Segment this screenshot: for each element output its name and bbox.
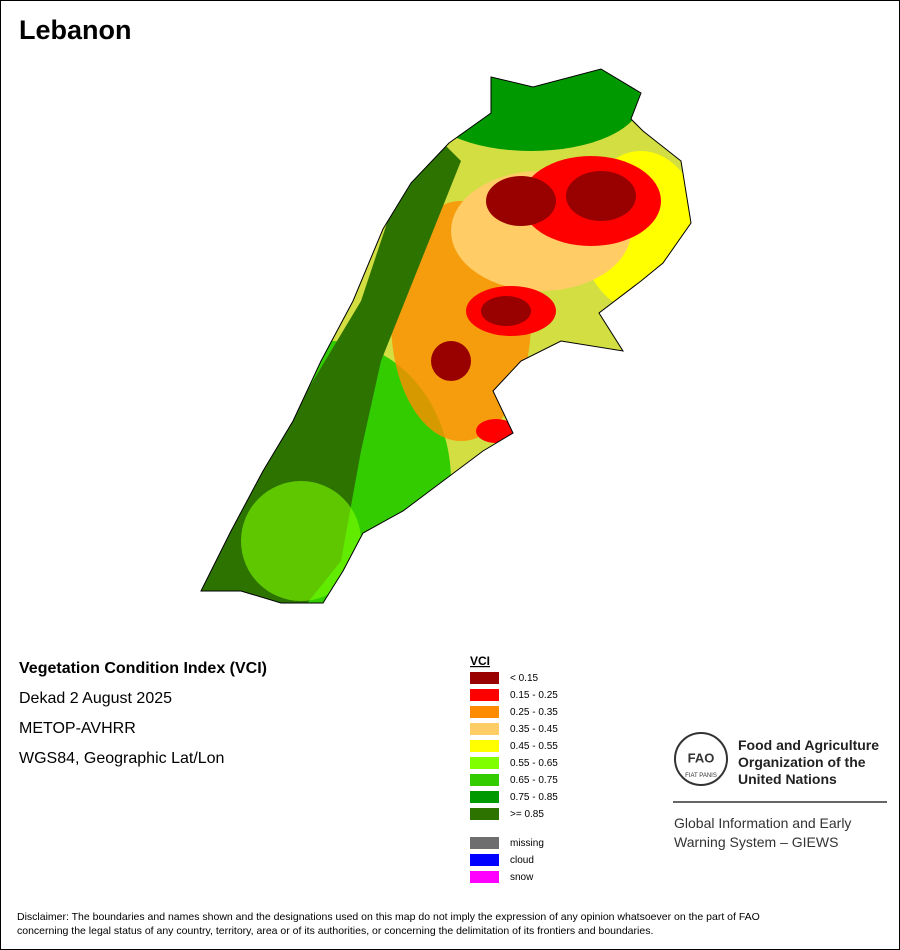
info-line: METOP-AVHRR (19, 720, 136, 737)
info-line: Vegetation Condition Index (VCI) (19, 660, 267, 677)
legend-label: cloud (510, 855, 534, 866)
legend-label: 0.35 - 0.45 (510, 724, 558, 735)
legend-swatch (470, 871, 499, 883)
disclaimer: concerning the legal status of any count… (17, 925, 653, 937)
legend-swatch (470, 808, 499, 820)
logo-motto: FIAT PANIS (685, 773, 717, 779)
legend-swatch (470, 757, 499, 769)
legend-swatch (470, 837, 499, 849)
legend-swatch (470, 854, 499, 866)
legend-title: VCI (470, 654, 490, 668)
legend-label: 0.25 - 0.35 (510, 707, 558, 718)
legend-swatch (470, 672, 499, 684)
legend-label: < 0.15 (510, 673, 539, 684)
system-name: Global Information and Early (674, 815, 851, 831)
legend-label: 0.15 - 0.25 (510, 690, 558, 701)
legend-swatch (470, 723, 499, 735)
country-border (200, 68, 692, 604)
legend-swatch (470, 689, 499, 701)
fao-logo: FAO FIAT PANIS Food and Agriculture Orga… (673, 732, 887, 850)
legend-swatch (470, 740, 499, 752)
info-line: WGS84, Geographic Lat/Lon (19, 750, 224, 767)
legend-swatch (470, 791, 499, 803)
org-name: Organization of the (738, 754, 866, 770)
disclaimer: Disclaimer: The boundaries and names sho… (17, 911, 760, 923)
system-name: Warning System – GIEWS (674, 834, 838, 850)
logo-letters: FAO (688, 750, 715, 765)
legend-label: 0.55 - 0.65 (510, 758, 558, 769)
legend-label: 0.75 - 0.85 (510, 792, 558, 803)
legend-label: 0.65 - 0.75 (510, 775, 558, 786)
legend-label: >= 0.85 (510, 809, 544, 820)
vci-raster (201, 69, 691, 603)
legend-swatch (470, 774, 499, 786)
map-title: Lebanon (19, 15, 132, 45)
legend: < 0.15 0.15 - 0.25 0.25 - 0.35 0.35 - 0.45 0… (470, 672, 558, 883)
legend-label: 0.45 - 0.55 (510, 741, 558, 752)
legend-label: missing (510, 838, 544, 849)
org-name: United Nations (738, 771, 837, 787)
legend-swatch (470, 706, 499, 718)
legend-label: snow (510, 872, 534, 883)
info-line: Dekad 2 August 2025 (19, 690, 172, 707)
org-name: Food and Agriculture (738, 737, 879, 753)
